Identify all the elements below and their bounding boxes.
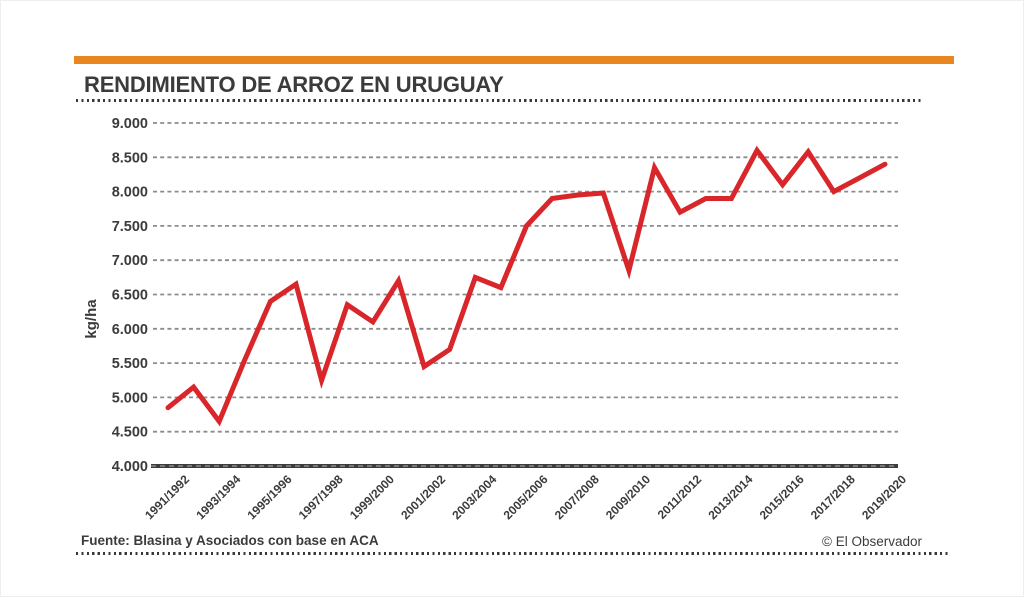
x-tick-label: 1991/1992 <box>142 472 192 522</box>
y-tick-label: 5.000 <box>112 390 148 406</box>
x-tick-label: 1997/1998 <box>296 472 346 522</box>
x-tick-label: 2011/2012 <box>655 472 705 522</box>
y-tick-label: 6.500 <box>112 288 148 304</box>
x-tick-label: 2015/2016 <box>757 472 807 522</box>
x-tick-label: 1999/2000 <box>347 472 397 522</box>
yield-line-series <box>165 145 888 427</box>
y-tick-label: 5.500 <box>112 356 148 372</box>
x-tick-label: 2005/2006 <box>501 472 551 522</box>
y-tick-label: 8.500 <box>112 150 148 166</box>
x-tick-label: 2009/2010 <box>603 472 653 522</box>
source-note: Fuente: Blasina y Asociados con base en … <box>81 533 379 548</box>
footer-divider <box>76 552 949 555</box>
y-tick-label: 9.000 <box>112 116 148 132</box>
x-tick-label: 2013/2014 <box>705 472 755 522</box>
x-tick-label: 1993/1994 <box>193 472 243 522</box>
y-tick-label: 7.500 <box>112 219 148 235</box>
y-tick-label: 6.000 <box>112 322 148 338</box>
y-tick-label: 8.000 <box>112 185 148 201</box>
x-tick-label: 2001/2002 <box>398 472 448 522</box>
title-divider <box>76 99 924 102</box>
x-tick-label: 2007/2008 <box>552 472 602 522</box>
copyright-note: © El Observador <box>822 534 922 549</box>
x-tick-label: 2019/2020 <box>859 472 909 522</box>
x-tick-label: 1995/1996 <box>245 472 295 522</box>
y-tick-label: 4.500 <box>112 425 148 441</box>
accent-bar <box>74 56 954 64</box>
y-tick-label: 4.000 <box>112 459 148 475</box>
x-tick-label: 2003/2004 <box>449 472 499 522</box>
y-tick-label: 7.000 <box>112 253 148 269</box>
x-tick-label: 2017/2018 <box>808 472 858 522</box>
chart-title: RENDIMIENTO DE ARROZ EN URUGUAY <box>84 72 504 97</box>
